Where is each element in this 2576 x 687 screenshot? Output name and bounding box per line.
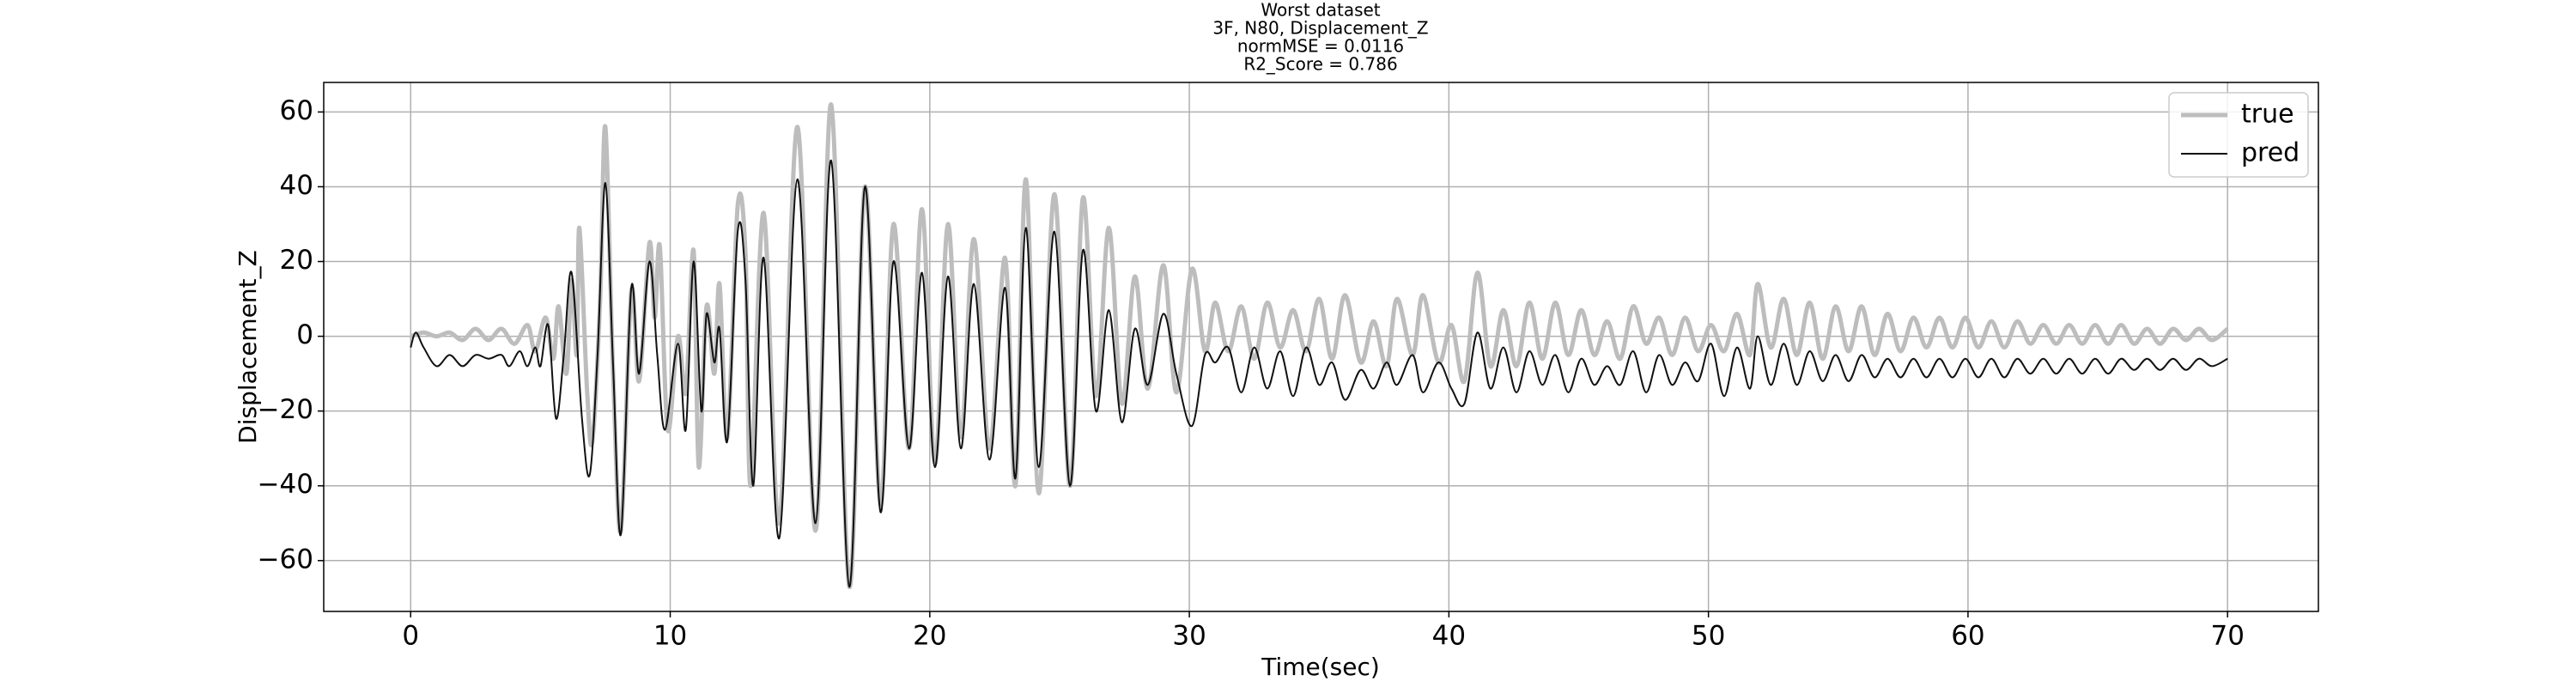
chart-title: R2_Score = 0.786 [1243,54,1397,75]
y-tick-label: 40 [280,170,313,201]
x-tick-label: 40 [1432,621,1466,652]
y-tick-label: 60 [280,95,313,126]
series-line [410,159,2228,588]
chart-title: 3F, N80, Displacement_Z [1212,18,1428,39]
y-tick-label: −60 [258,544,313,575]
y-tick-label: 20 [280,245,313,276]
x-tick-label: 0 [402,621,419,652]
plot-frame [323,82,2319,612]
x-tick-label: 70 [2210,621,2244,652]
x-tick-label: 60 [1951,621,1984,652]
x-tick-label: 30 [1172,621,1206,652]
y-tick-label: −40 [258,469,313,500]
chart-title: normMSE = 0.0116 [1237,36,1404,57]
x-tick-label: 50 [1692,621,1725,652]
legend-label: true [2241,100,2294,130]
y-tick-label: 0 [296,319,313,350]
x-tick-label: 10 [653,621,687,652]
chart-title: Worst dataset [1261,0,1380,21]
x-tick-label: 20 [913,621,946,652]
y-tick-label: −20 [258,394,313,425]
x-axis-label: Time(sec) [1261,653,1380,681]
legend-label: pred [2241,138,2300,168]
y-axis-label: Displacement_Z [234,250,262,444]
